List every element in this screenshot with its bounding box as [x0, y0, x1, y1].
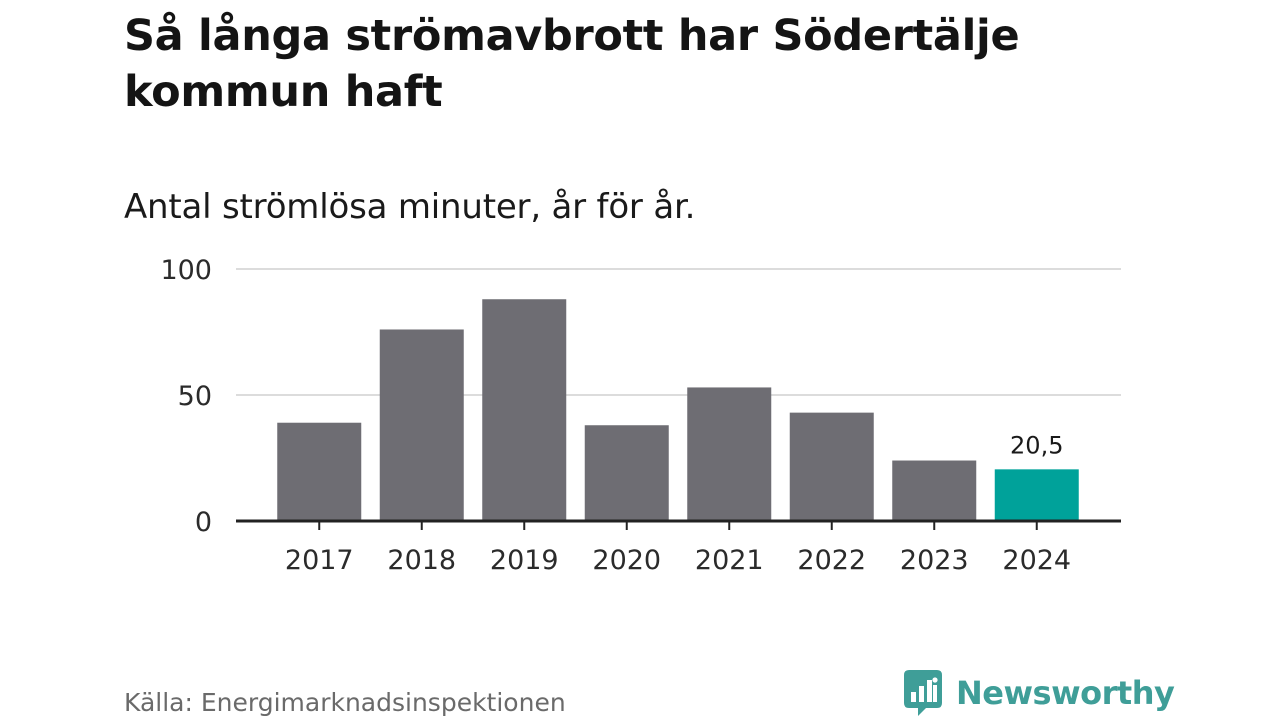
y-tick-label: 50	[178, 381, 212, 412]
bar-2019	[482, 299, 567, 521]
brand-name: Newsworthy	[956, 674, 1175, 712]
x-tick-label: 2020	[592, 545, 661, 576]
y-tick-label: 100	[160, 255, 212, 286]
bar-2020	[584, 425, 669, 521]
data-label-2024: 20,5	[1010, 431, 1063, 459]
bar-2023	[892, 460, 977, 521]
x-tick-label: 2023	[900, 545, 969, 576]
x-tick-label: 2019	[490, 545, 559, 576]
bar-2024	[994, 469, 1079, 521]
bar-2021	[687, 387, 772, 521]
grid-lines	[236, 268, 1121, 396]
axes: 0 50 100 2017 2018 2019 2020 2021 2022 2023 2024	[160, 255, 1121, 576]
bar-2022	[789, 412, 874, 521]
chart-subtitle: Antal strömlösa minuter, år för år.	[124, 187, 696, 227]
brand: Newsworthy	[904, 670, 1175, 716]
bar-chart: 20,5 0 50 100 2017 2018 2019 2020 2021 2022 2023 2…	[160, 255, 1121, 576]
x-tick-label: 2022	[797, 545, 866, 576]
x-tick-label: 2024	[1002, 545, 1071, 576]
x-tick-label: 2021	[695, 545, 764, 576]
source-note: Källa: Energimarknadsinspektionen	[124, 688, 566, 717]
x-tick-label: 2018	[387, 545, 456, 576]
y-tick-label: 0	[195, 507, 212, 538]
bar-2017	[277, 422, 362, 521]
bar-2018	[379, 329, 464, 521]
chart-title: Så långa strömavbrott har Södertälje kom…	[124, 11, 1020, 117]
data-labels: 20,5	[1010, 431, 1063, 459]
bars	[277, 299, 1079, 521]
x-tick-label: 2017	[285, 545, 354, 576]
newsworthy-logo-icon	[904, 670, 942, 716]
